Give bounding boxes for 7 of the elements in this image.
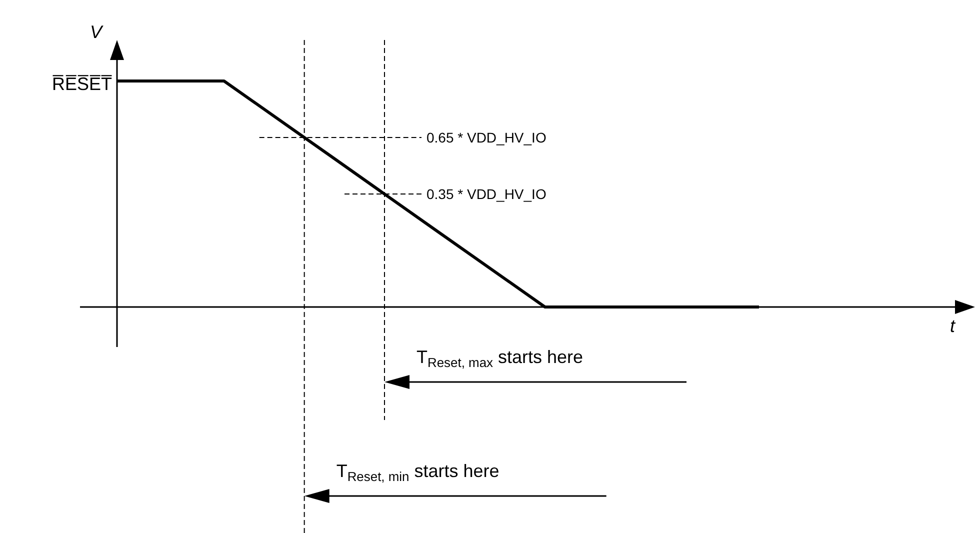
text: t <box>950 316 956 336</box>
text: T$_{Reset, max}$ starts here <box>416 347 584 370</box>
annotation: R̅E̅S̅E̅T̅ <box>52 74 112 94</box>
ref-line-label: 0.65 * VDD_HV_IO <box>426 130 546 146</box>
text: T$_{Reset, min}$ starts here <box>336 461 500 484</box>
y-axis-title: V <box>90 22 104 42</box>
ref-line-label: 0.35 * VDD_HV_IO <box>426 186 546 202</box>
